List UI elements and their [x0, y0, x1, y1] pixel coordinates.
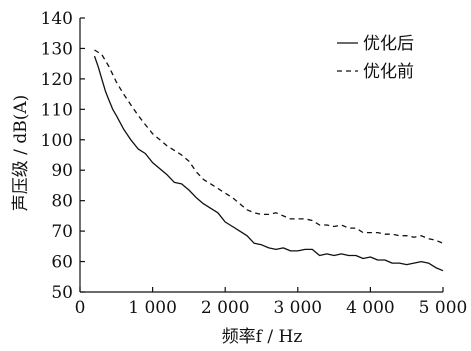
y-tick-label: 140 — [41, 9, 73, 29]
series-layer — [93, 49, 444, 272]
legend-label-before: 优化前 — [363, 62, 414, 82]
y-axis-title: 声压级 / dB(A) — [11, 95, 31, 211]
y-ticks: 50 60 70 80 90 100 110 120 130 140 — [41, 9, 85, 303]
x-tick-label: 0 — [75, 298, 86, 318]
x-tick-label: 1 000 — [128, 298, 177, 318]
y-tick-label: 100 — [41, 131, 73, 151]
plot-area: 50 60 70 80 90 100 110 120 130 140 0 1 000 2 000 3 0… — [41, 9, 468, 318]
x-tick-label: 5 000 — [419, 298, 468, 318]
x-tick-label: 3 000 — [273, 298, 322, 318]
y-tick-label: 120 — [41, 70, 73, 90]
y-tick-label: 50 — [51, 283, 73, 303]
legend: 优化后 优化前 — [337, 34, 414, 82]
y-tick-label: 70 — [51, 222, 73, 242]
y-tick-label: 80 — [51, 192, 73, 212]
y-tick-label: 110 — [41, 100, 73, 120]
x-ticks: 0 1 000 2 000 3 000 4 000 5 000 — [75, 287, 468, 318]
x-axis-title: 频率f / Hz — [222, 327, 303, 347]
series-before-line — [94, 49, 444, 244]
y-tick-label: 90 — [51, 161, 73, 181]
y-tick-label: 60 — [51, 253, 73, 273]
legend-label-after: 优化后 — [363, 34, 414, 54]
y-tick-label: 130 — [41, 39, 73, 59]
x-tick-label: 2 000 — [201, 298, 250, 318]
x-tick-label: 4 000 — [346, 298, 395, 318]
series-after-line — [93, 55, 444, 272]
